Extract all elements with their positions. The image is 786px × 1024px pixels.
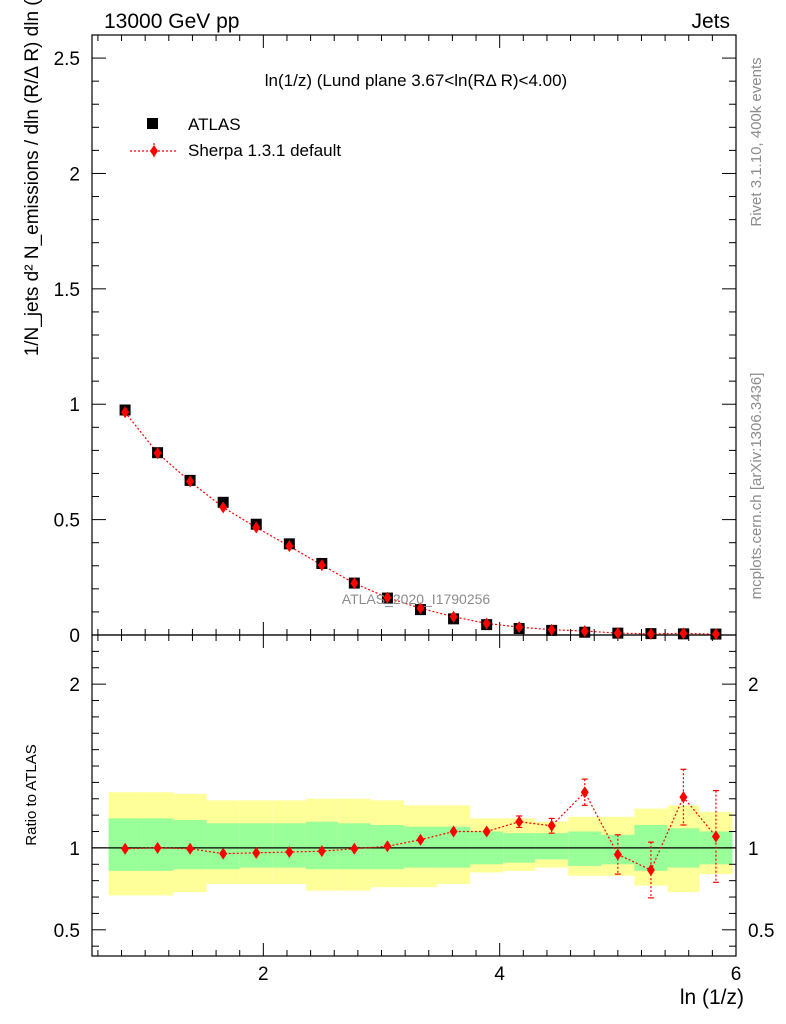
sherpa-data-point [646, 627, 655, 640]
legend-atlas-marker [147, 118, 158, 129]
sherpa-data-point [252, 521, 261, 534]
sherpa-data-point [449, 610, 458, 623]
sherpa-data-point [317, 559, 326, 572]
sherpa-data-point [153, 447, 162, 460]
y-tick-label: 2.5 [54, 49, 80, 70]
sherpa-data-point [219, 501, 228, 514]
watermark-analysis-id: ATLAS_2020_I1790256 [342, 591, 491, 607]
x-axis-label: ln (1/z) [680, 986, 744, 1009]
axis-ticks: 2 4 6 0 0.5 1 1.5 2 2.5 0.5 0.5 1 1 2 2 [54, 34, 774, 985]
ratio-band-inner [239, 823, 273, 868]
sherpa-ratio-point [613, 848, 622, 861]
ratio-y-tick-label: 0.5 [54, 921, 80, 942]
sherpa-ratio-point [646, 864, 655, 877]
sherpa-ratio-point [285, 846, 294, 859]
ratio-y-tick-label: 2 [69, 675, 80, 696]
ratio-band-inner [568, 831, 602, 866]
sherpa-data-point [679, 627, 688, 640]
header-left-label: 13000 GeV pp [104, 10, 239, 33]
legend-atlas-label: ATLAS [188, 115, 241, 134]
ratio-band-inner [535, 833, 569, 860]
sherpa-data-point [416, 602, 425, 615]
x-tick-label: 2 [258, 964, 269, 985]
ratio-y-axis-label: Ratio to ATLAS [23, 744, 40, 845]
sherpa-ratio-point [317, 845, 326, 858]
ratio-uncertainty-bands [108, 792, 733, 896]
sherpa-data-point [383, 591, 392, 604]
sherpa-data-point [711, 628, 720, 641]
sherpa-data-point [285, 540, 294, 553]
sherpa-ratio-point [416, 833, 425, 846]
y-tick-label: 0 [69, 626, 80, 647]
mcplots-credit-label: mcplots.cern.ch [arXiv:1306.3436] [748, 373, 765, 600]
legend-sherpa-marker [150, 145, 158, 157]
rivet-version-label: Rivet 3.1.10, 400k events [748, 57, 765, 226]
ratio-y-tick-label-right: 1 [748, 839, 759, 860]
sherpa-data-point [515, 621, 524, 634]
sherpa-data-point [580, 625, 589, 638]
sherpa-ratio-point [679, 791, 688, 804]
ratio-band-inner [403, 826, 438, 868]
ratio-plot-frame [91, 634, 737, 957]
sherpa-data-point [186, 475, 195, 488]
sherpa-ratio-point [252, 846, 261, 859]
ratio-band-inner [272, 823, 306, 868]
sherpa-ratio-point [383, 840, 392, 853]
ratio-y-tick-label-right: 2 [748, 675, 759, 696]
ratio-band-inner [206, 823, 240, 870]
sherpa-data-point [121, 406, 130, 419]
sherpa-ratio-point [515, 815, 524, 828]
x-tick-label: 6 [731, 964, 742, 985]
data-marks [119, 404, 722, 899]
sherpa-ratio-point [186, 842, 195, 855]
sherpa-data-point [482, 617, 491, 630]
legend-sherpa-label: Sherpa 1.3.1 default [188, 141, 341, 160]
main-y-axis-label: 1/N_jets d² N_emissions / dln (R/Δ R) dl… [22, 0, 43, 356]
sherpa-ratio-point [449, 825, 458, 838]
sherpa-ratio-point [547, 819, 556, 832]
sherpa-data-point [350, 577, 359, 590]
ratio-y-tick-label-right: 0.5 [748, 921, 774, 942]
y-tick-label: 1.5 [54, 280, 80, 301]
x-tick-label: 4 [494, 964, 505, 985]
ratio-y-tick-label: 1 [69, 839, 80, 860]
sherpa-ratio-point [219, 847, 228, 860]
y-tick-label: 1 [69, 395, 80, 416]
sherpa-ratio-point [153, 841, 162, 854]
sherpa-data-point [547, 623, 556, 636]
plot-title: ln(1/z) (Lund plane 3.67<ln(RΔ R)<4.00) [265, 71, 567, 90]
sherpa-ratio-point [121, 842, 130, 855]
header-right-label: Jets [691, 10, 730, 33]
sherpa-ratio-point [482, 825, 491, 838]
sherpa-ratio-point [350, 842, 359, 855]
sherpa-ratio-point [580, 786, 589, 799]
sherpa-data-point [613, 627, 622, 640]
y-tick-label: 0.5 [54, 511, 80, 532]
sherpa-ratio-point [711, 830, 720, 843]
y-tick-label: 2 [69, 164, 80, 185]
